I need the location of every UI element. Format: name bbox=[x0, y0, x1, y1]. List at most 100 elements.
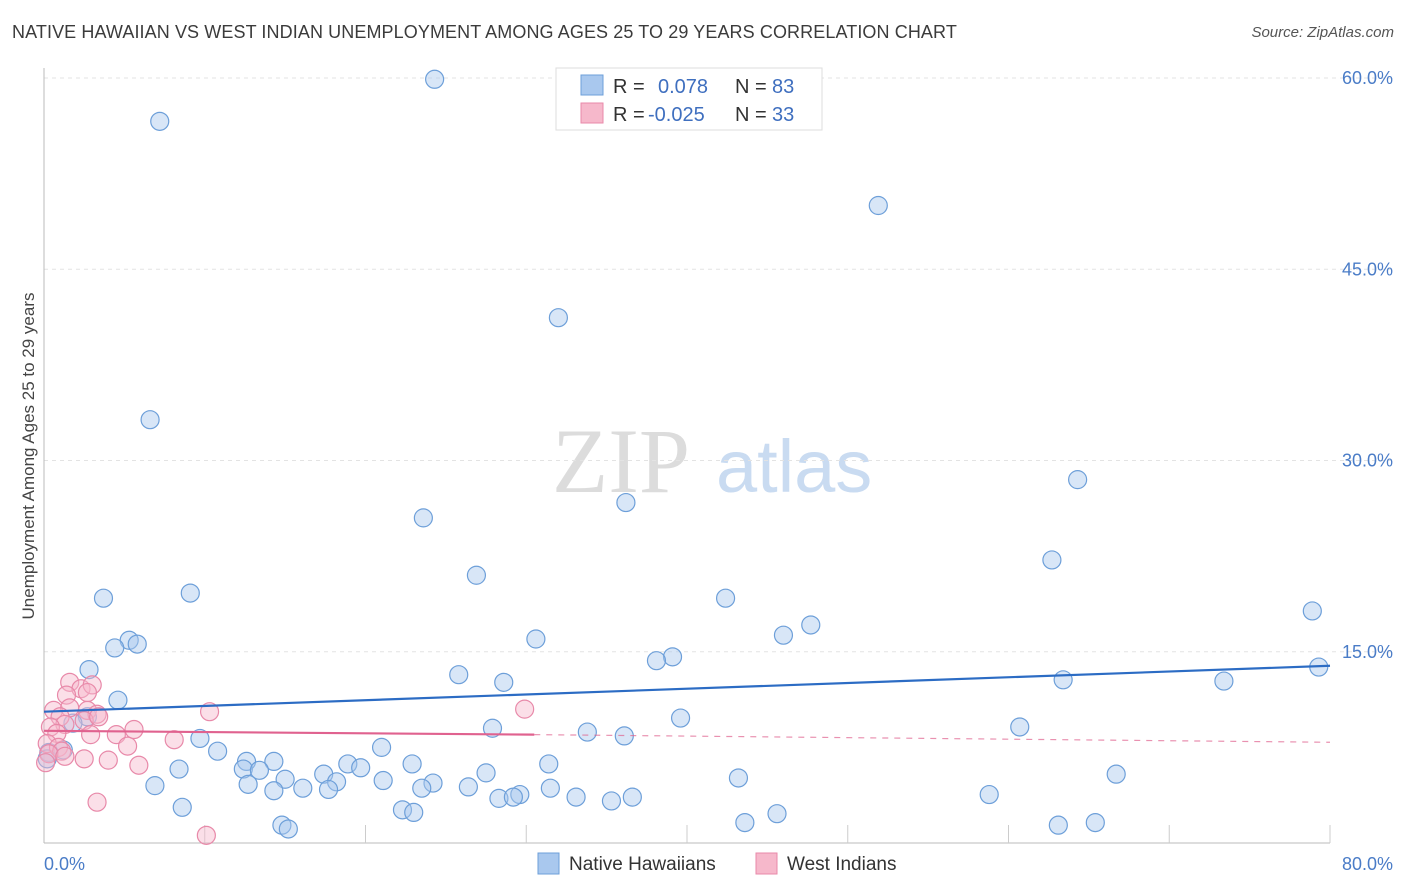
native-hawaiians-point-65 bbox=[601, 791, 622, 811]
legend-r-value-1: 0.078 bbox=[658, 76, 708, 98]
y-tick-label-1: 30.0% bbox=[1342, 451, 1393, 471]
west-indians-point-18 bbox=[106, 725, 126, 745]
native-hawaiians-point-75 bbox=[767, 804, 787, 824]
native-hawaiians-point-8 bbox=[1042, 550, 1062, 570]
legend-swatch-pink bbox=[580, 102, 604, 124]
west-indians-point-31 bbox=[87, 792, 107, 812]
bottom-legend: Native Hawaiians West Indians bbox=[537, 852, 896, 875]
native-hawaiians-point-17 bbox=[127, 634, 147, 654]
native-hawaiians-point-20 bbox=[773, 625, 794, 645]
west-indians-point-20 bbox=[164, 730, 184, 750]
native-hawaiians-point-42 bbox=[402, 754, 422, 774]
trend-lines bbox=[43, 664, 1331, 743]
native-hawaiians-point-4 bbox=[140, 410, 160, 430]
legend-n-value-1: 83 bbox=[772, 76, 794, 98]
native-hawaiians-point-56 bbox=[238, 774, 258, 794]
west-indians-point-10 bbox=[515, 699, 535, 719]
west-indians-point-9 bbox=[199, 702, 220, 722]
grid-lines bbox=[44, 77, 1392, 653]
west-indians-point-30 bbox=[36, 753, 56, 773]
native-hawaiians-point-70 bbox=[1106, 764, 1126, 784]
native-hawaiians-point-57 bbox=[293, 778, 313, 798]
legend-r-label-2: R = bbox=[613, 104, 645, 126]
native-hawaiians-point-74 bbox=[735, 812, 755, 833]
native-hawaiians-point-27 bbox=[1214, 671, 1234, 691]
west-indians-point-26 bbox=[55, 746, 75, 766]
native-hawaiians-point-67 bbox=[979, 784, 999, 805]
native-hawaiians-point-51 bbox=[275, 769, 295, 789]
native-hawaiians-point-7 bbox=[413, 508, 433, 528]
native-hawaiians-point-54 bbox=[423, 773, 443, 793]
x-tick-label-min: 0.0% bbox=[44, 854, 85, 874]
native-hawaiians-point-53 bbox=[373, 770, 393, 791]
chart-title: NATIVE HAWAIIAN VS WEST INDIAN UNEMPLOYM… bbox=[12, 22, 957, 42]
native-hawaiians-point-40 bbox=[264, 751, 284, 772]
native-hawaiians-point-5 bbox=[1068, 470, 1088, 490]
west-indians-point-24 bbox=[117, 736, 138, 756]
native-hawaiians-point-35 bbox=[190, 728, 210, 749]
native-hawaiians-point-32 bbox=[1010, 717, 1030, 737]
native-hawaiians-point-10 bbox=[180, 583, 200, 603]
native-hawaiians-point-2 bbox=[868, 195, 888, 216]
legend-n-value-2: 33 bbox=[772, 104, 794, 126]
native-hawaiians-point-26 bbox=[494, 672, 514, 692]
native-hawaiians-point-21 bbox=[646, 651, 667, 671]
native-hawaiians-point-66 bbox=[566, 787, 586, 807]
legend: R = 0.078 N = 83 R = -0.025 N = 33 bbox=[555, 67, 823, 131]
native-hawaiians-trend-line bbox=[43, 664, 1331, 713]
bottom-legend-west-indians: West Indians bbox=[787, 854, 896, 875]
legend-r-value-2: -0.025 bbox=[648, 104, 705, 126]
native-hawaiians-point-31 bbox=[482, 718, 503, 738]
native-hawaiians-point-28 bbox=[108, 690, 128, 710]
west-indians-point-4 bbox=[56, 685, 77, 705]
native-hawaiians-point-30 bbox=[670, 708, 691, 728]
west-indians-point-16 bbox=[47, 723, 67, 743]
x-tick-marks bbox=[204, 825, 1331, 843]
west-indians-point-32 bbox=[196, 825, 216, 845]
native-hawaiians-point-1 bbox=[150, 111, 170, 131]
native-hawaiians-point-58 bbox=[318, 779, 339, 800]
native-hawaiians-point-60 bbox=[458, 777, 478, 797]
legend-n-label-1: N = bbox=[735, 76, 767, 98]
native-hawaiians-point-48 bbox=[351, 758, 371, 778]
native-hawaiians-point-25 bbox=[1053, 670, 1073, 690]
west-indians-point-27 bbox=[74, 749, 94, 769]
native-hawaiians-point-50 bbox=[728, 768, 749, 788]
native-hawaiians-point-14 bbox=[801, 615, 821, 635]
native-hawaiians-point-43 bbox=[539, 754, 559, 774]
west-indians-point-0 bbox=[60, 672, 80, 692]
native-hawaiians-point-49 bbox=[476, 763, 496, 783]
native-hawaiians-point-79 bbox=[278, 819, 298, 839]
west-indians-trend-extension bbox=[534, 734, 1331, 743]
native-hawaiians-point-33 bbox=[577, 722, 597, 742]
native-hawaiians-point-11 bbox=[93, 588, 114, 608]
series-west-indians bbox=[36, 672, 535, 845]
native-hawaiians-point-37 bbox=[208, 741, 228, 761]
native-hawaiians-point-38 bbox=[371, 737, 392, 757]
west-indians-point-19 bbox=[124, 719, 144, 740]
native-hawaiians-point-46 bbox=[249, 760, 270, 780]
west-indians-point-17 bbox=[81, 725, 101, 745]
native-hawaiians-point-6 bbox=[616, 492, 636, 513]
west-indians-point-28 bbox=[98, 750, 118, 770]
native-hawaiians-point-24 bbox=[449, 665, 469, 685]
native-hawaiians-point-19 bbox=[662, 647, 683, 667]
source-label: Source: ZipAtlas.com bbox=[1251, 24, 1394, 41]
native-hawaiians-point-13 bbox=[1302, 601, 1322, 621]
native-hawaiians-point-52 bbox=[326, 772, 347, 792]
west-indians-point-12 bbox=[74, 710, 94, 731]
native-hawaiians-point-18 bbox=[105, 638, 125, 658]
legend-n-label-2: N = bbox=[735, 104, 767, 126]
native-hawaiians-point-41 bbox=[338, 754, 358, 774]
native-hawaiians-point-44 bbox=[169, 759, 189, 779]
legend-swatch-blue bbox=[580, 74, 604, 96]
native-hawaiians-point-3 bbox=[548, 308, 569, 328]
bottom-legend-native-hawaiians: Native Hawaiians bbox=[569, 854, 716, 875]
bottom-legend-swatch-pink bbox=[755, 852, 778, 875]
y-tick-label-2: 45.0% bbox=[1342, 259, 1393, 279]
west-indians-point-29 bbox=[129, 755, 149, 775]
native-hawaiians-point-73 bbox=[404, 802, 424, 823]
native-hawaiians-point-68 bbox=[145, 776, 165, 796]
native-hawaiians-point-69 bbox=[412, 778, 432, 798]
